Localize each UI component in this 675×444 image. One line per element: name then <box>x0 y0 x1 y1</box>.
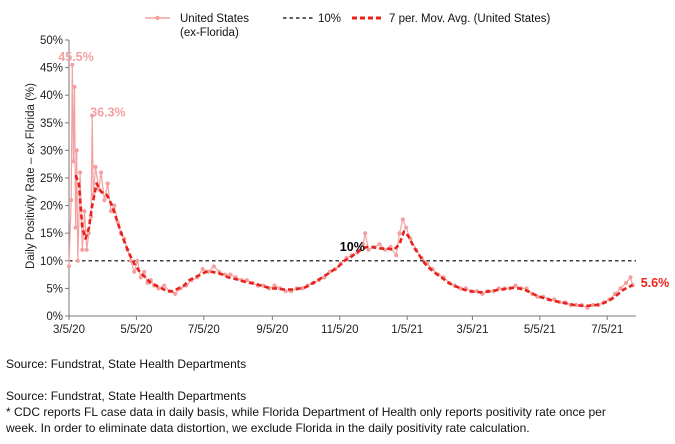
series-daily-point <box>115 220 120 225</box>
series-daily-point <box>200 267 205 272</box>
series-daily-point <box>93 164 98 170</box>
plot-area: 45.5% 36.3% 10% 5.6% <box>58 50 669 310</box>
y-tick-label: 40% <box>40 90 63 102</box>
legend-item-daily: United States (ex-Florida) <box>145 13 249 39</box>
series-daily-point <box>228 272 233 277</box>
series-daily-point <box>82 209 87 214</box>
y-tick-label: 35% <box>40 118 63 130</box>
y-tick-label: 45% <box>40 63 63 75</box>
series-daily-point <box>72 84 77 89</box>
series-daily-point <box>624 280 629 285</box>
legend-item-moving-average: 7 per. Mov. Avg. (United States) <box>352 13 550 25</box>
series-daily-point <box>71 159 76 164</box>
y-tick-label: 15% <box>40 228 63 240</box>
series-daily-point <box>78 170 83 175</box>
y-tick-label: 25% <box>40 173 63 185</box>
x-tick-label: 7/5/21 <box>591 324 623 336</box>
series-daily-point <box>173 291 178 296</box>
series-daily-point <box>300 286 305 291</box>
x-tick-label: 3/5/21 <box>456 324 488 336</box>
legend-item-threshold: 10% <box>283 13 341 25</box>
x-tick-label: 7/5/20 <box>188 324 220 336</box>
series-daily-point <box>513 283 518 288</box>
legend-moving-average-label: 7 per. Mov. Avg. (United States) <box>389 13 550 25</box>
series-daily-point <box>112 203 117 208</box>
series-daily-point <box>132 269 137 274</box>
series-daily-line <box>68 64 634 309</box>
series-daily-point <box>90 113 95 118</box>
series-daily-point <box>69 198 74 203</box>
x-tick-label: 5/5/21 <box>524 324 556 336</box>
series-daily-point <box>211 264 216 269</box>
series-daily-point <box>360 242 366 247</box>
series-daily-point <box>618 286 623 291</box>
series-daily-point <box>162 283 167 288</box>
y-axis-label: Daily Positivity Rate – ex Florida (%) <box>25 83 37 269</box>
y-axis: 0% 5% 10% 15% 20% 25% 30% 35% 40% 45% 50% <box>40 35 70 323</box>
annotation-label: 10% <box>340 240 365 254</box>
series-daily-point <box>75 258 80 263</box>
series-daily-point <box>108 209 114 214</box>
series-daily-point <box>73 225 78 230</box>
series-daily-point <box>135 258 140 263</box>
source-line-2: Source: Fundstrat, State Health Departme… <box>6 389 247 403</box>
series-daily-point <box>102 198 107 203</box>
series-daily-point <box>142 269 147 274</box>
series-daily-point <box>404 225 409 230</box>
x-tick-label: 5/5/20 <box>120 324 152 336</box>
y-tick-label: 5% <box>46 283 63 295</box>
y-tick-label: 30% <box>40 145 63 157</box>
series-daily-point <box>86 231 91 236</box>
annotation-label: 45.5% <box>58 50 93 64</box>
annotation-label: 36.3% <box>90 106 125 120</box>
legend-daily-dot-marker <box>155 15 160 21</box>
footnote-block: Source: Fundstrat, State Health Departme… <box>6 388 666 436</box>
x-tick-label: 3/5/20 <box>53 324 85 336</box>
y-tick-label: 10% <box>40 256 63 268</box>
source-note: Source: Fundstrat, State Health Departme… <box>6 356 246 372</box>
series-daily-point <box>99 170 104 175</box>
series-daily-point <box>70 62 75 67</box>
annotation-label: 5.6% <box>641 276 670 290</box>
x-axis: 3/5/20 5/5/20 7/5/20 9/5/20 11/5/20 1/5/21 3/5… <box>53 315 636 336</box>
legend-daily-label-line2: (ex-Florida) <box>180 27 239 39</box>
series-daily-point <box>363 231 368 236</box>
positivity-rate-chart: United States (ex-Florida) 10% 7 per. Mo… <box>25 13 669 336</box>
y-tick-label: 50% <box>40 35 63 47</box>
footnote-line-1: * CDC reports FL case data in daily basi… <box>6 405 606 419</box>
series-daily-point <box>272 283 277 288</box>
series-daily-point <box>590 302 596 308</box>
series-daily-point <box>138 275 143 280</box>
series-daily-point <box>366 247 371 252</box>
series-daily-point <box>222 272 227 277</box>
legend: United States (ex-Florida) 10% 7 per. Mo… <box>145 13 550 39</box>
y-tick-label: 0% <box>46 311 63 323</box>
series-daily-point <box>377 242 382 247</box>
series-daily-point <box>400 217 405 222</box>
x-tick-label: 1/5/21 <box>391 324 423 336</box>
series-daily-point <box>74 148 79 153</box>
source-line-1: Source: Fundstrat, State Health Departme… <box>6 357 247 371</box>
x-tick-label: 11/5/20 <box>321 324 359 336</box>
series-daily-point <box>84 247 89 252</box>
series-moving-average-line <box>74 174 634 308</box>
legend-daily-label-line1: United States <box>180 13 249 25</box>
series-daily-point <box>397 231 402 236</box>
series-daily-point <box>66 264 72 269</box>
series-daily-point <box>105 181 110 186</box>
series-daily-point <box>628 275 633 280</box>
series-daily-point <box>394 253 399 258</box>
footnote-line-2: week. In order to eliminate data distort… <box>6 421 530 435</box>
legend-threshold-label: 10% <box>318 13 341 25</box>
x-tick-label: 9/5/20 <box>256 324 288 336</box>
series-daily-point <box>80 247 85 252</box>
y-tick-label: 20% <box>40 201 63 213</box>
